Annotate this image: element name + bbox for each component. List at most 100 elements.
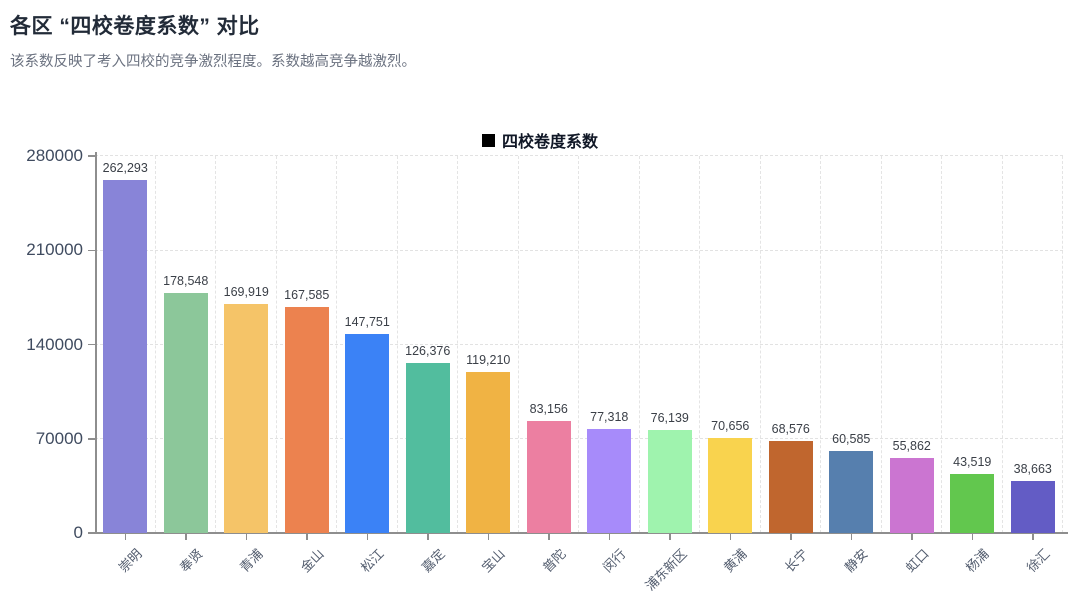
y-axis-label: 0 (73, 523, 83, 542)
x-axis-label: 青浦 (236, 546, 266, 576)
v-gridline (396, 156, 398, 533)
bar-浦东新区[interactable] (647, 430, 692, 533)
bar-闵行[interactable] (587, 428, 632, 533)
v-gridline (578, 156, 580, 533)
bar-value-label: 76,139 (650, 411, 689, 426)
v-gridline (154, 156, 156, 533)
x-axis-label: 奉贤 (176, 546, 206, 576)
bar-value-label: 178,548 (163, 273, 209, 288)
x-axis-label: 长宁 (781, 546, 811, 576)
bar-value-label: 119,210 (466, 353, 511, 368)
bar-value-label: 60,585 (832, 432, 871, 447)
x-axis-tick (971, 533, 973, 540)
bar-value-label: 83,156 (529, 402, 568, 417)
y-axis-tick (88, 532, 95, 534)
y-axis-label: 210000 (26, 240, 83, 260)
bar-奉贤[interactable] (163, 292, 208, 533)
bar-静安[interactable] (829, 451, 874, 533)
y-axis-label: 280000 (26, 146, 83, 165)
bar-宝山[interactable] (466, 372, 511, 533)
x-axis-label: 嘉定 (418, 546, 448, 576)
x-axis-tick (124, 533, 126, 540)
x-axis-label: 金山 (297, 546, 327, 576)
bar-value-label: 167,585 (284, 288, 330, 303)
y-axis-tick (88, 438, 95, 440)
y-axis-label: 140000 (26, 334, 83, 354)
x-axis-tick (911, 533, 913, 540)
x-axis-label: 杨浦 (962, 546, 992, 576)
x-axis-label: 黄浦 (720, 546, 750, 576)
bar-value-label: 70,656 (711, 418, 750, 433)
v-gridline (1062, 156, 1064, 533)
legend-item[interactable]: 四校卷度系数 (481, 128, 598, 152)
bar-value-label: 68,576 (771, 421, 810, 436)
bar-杨浦[interactable] (950, 474, 995, 533)
y-axis-tick (88, 249, 95, 251)
bar-青浦[interactable] (224, 304, 269, 533)
x-axis-tick (185, 533, 187, 540)
x-axis-tick (850, 533, 852, 540)
bar-松江[interactable] (345, 334, 390, 533)
v-gridline (215, 156, 217, 533)
x-axis-tick (548, 533, 550, 540)
bar-value-label: 55,862 (892, 438, 931, 453)
x-axis-label: 崇明 (115, 546, 145, 576)
x-axis-label: 普陀 (539, 546, 569, 576)
v-gridline (275, 156, 277, 533)
legend-swatch-icon (481, 133, 495, 147)
v-gridline (1001, 156, 1003, 533)
x-axis-label: 闵行 (599, 546, 629, 576)
x-axis-line (95, 532, 1068, 534)
x-axis-tick (608, 533, 610, 540)
y-axis-line (95, 152, 97, 533)
legend-label: 四校卷度系数 (501, 134, 598, 151)
x-axis-tick (487, 533, 489, 540)
x-axis-tick (669, 533, 671, 540)
x-axis-tick (729, 533, 731, 540)
y-axis-label: 70000 (35, 428, 83, 448)
x-axis-tick (366, 533, 368, 540)
y-axis-tick (88, 155, 95, 157)
bar-value-label: 126,376 (405, 343, 451, 358)
bar-chart: 四校卷度系数 0 70000 140000 210000 280000 262,293 崇明… (0, 118, 1080, 605)
v-gridline (820, 156, 822, 533)
v-gridline (336, 156, 338, 533)
bar-金山[interactable] (284, 307, 329, 533)
v-gridline (880, 156, 882, 533)
x-axis-tick (306, 533, 308, 540)
bar-长宁[interactable] (768, 440, 813, 533)
y-axis-tick (88, 343, 95, 346)
bar-普陀[interactable] (526, 421, 571, 533)
bar-value-label: 77,318 (590, 409, 629, 424)
x-axis-label: 浦东新区 (642, 546, 690, 594)
x-axis-label: 虹口 (902, 546, 932, 576)
v-gridline (457, 156, 459, 533)
v-gridline (759, 156, 761, 533)
v-gridline (517, 156, 519, 533)
x-axis-tick (1032, 533, 1034, 540)
bar-value-label: 38,663 (1013, 461, 1052, 476)
x-axis-tick (427, 533, 429, 540)
chart-subtitle: 该系数反映了考入四校的竞争激烈程度。系数越高竞争越激烈。 (10, 54, 416, 70)
x-axis-label: 宝山 (478, 546, 508, 576)
x-axis-tick (245, 533, 247, 540)
v-gridline (638, 156, 640, 533)
bar-徐汇[interactable] (1010, 480, 1055, 533)
bar-value-label: 262,293 (102, 160, 148, 175)
bar-虹口[interactable] (889, 457, 934, 533)
v-gridline (941, 156, 943, 533)
bar-value-label: 169,919 (223, 285, 269, 300)
chart-title: 各区 “四校卷度系数” 对比 (10, 15, 260, 38)
bar-崇明[interactable] (103, 179, 148, 533)
bar-value-label: 147,751 (344, 315, 390, 330)
bar-value-label: 43,519 (953, 455, 992, 470)
x-axis-label: 徐汇 (1023, 546, 1053, 576)
x-axis-label: 静安 (841, 546, 871, 576)
bar-嘉定[interactable] (405, 362, 450, 533)
legend: 四校卷度系数 (0, 128, 1080, 152)
x-axis-label: 松江 (357, 546, 387, 576)
h-gridline (95, 155, 1063, 157)
chart-header: 各区 “四校卷度系数” 对比 该系数反映了考入四校的竞争激烈程度。系数越高竞争越… (10, 10, 416, 71)
bar-黄浦[interactable] (708, 437, 753, 533)
